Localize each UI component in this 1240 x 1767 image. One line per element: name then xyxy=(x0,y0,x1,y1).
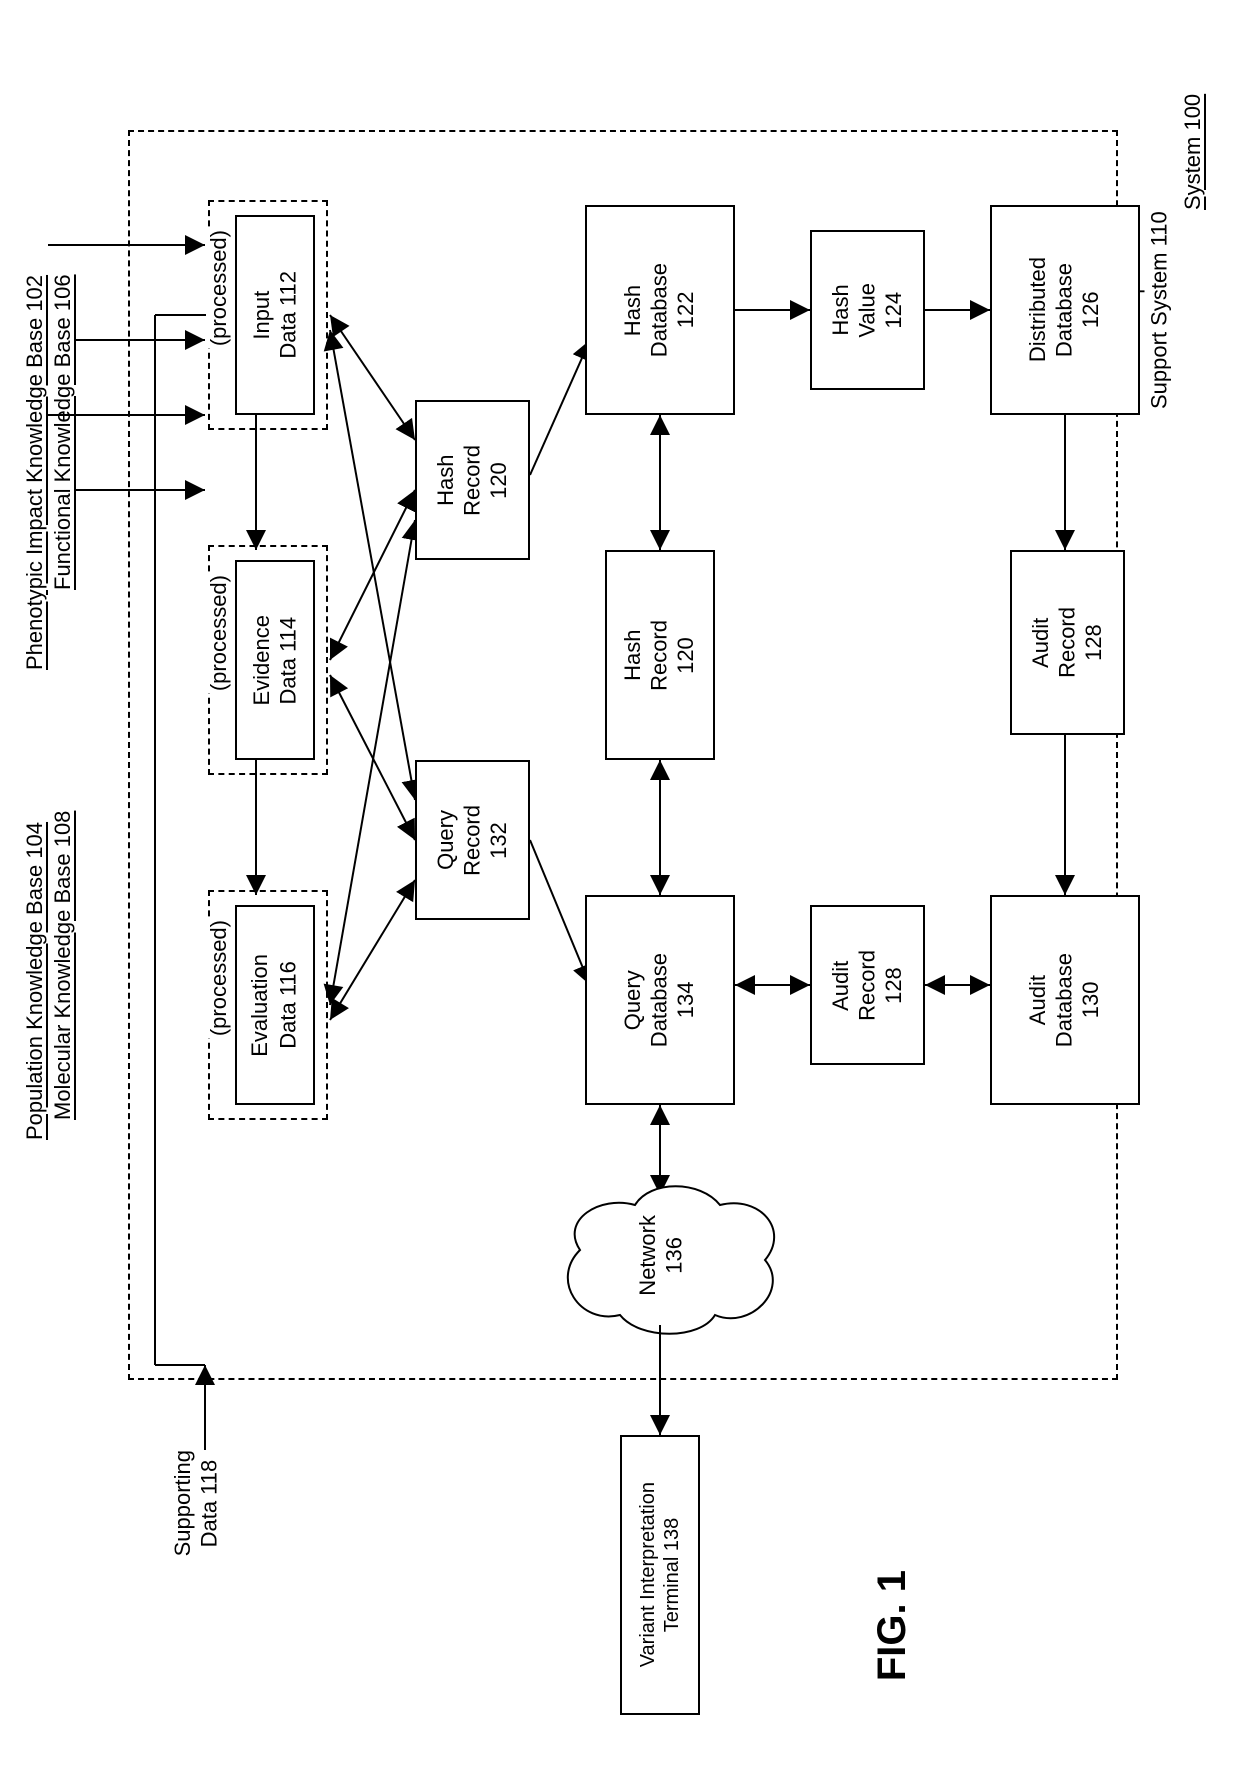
figure-label: FIG. 1 xyxy=(870,1570,915,1681)
label-population-kb: Population Knowledge Base 104 xyxy=(22,720,48,1140)
box-hash-value: Hash Value 124 xyxy=(810,230,925,390)
box-evaluation-data: Evaluation Data 116 xyxy=(235,905,315,1105)
box-query-record: Query Record 132 xyxy=(415,760,530,920)
processed-label-1: (processed) xyxy=(206,228,232,348)
label-supporting-data: Supporting Data 118 xyxy=(170,1450,223,1556)
label-network: Network 136 xyxy=(635,1215,688,1296)
label-system: System 100 xyxy=(1180,60,1206,210)
box-audit-record-b: Audit Record 128 xyxy=(810,905,925,1065)
box-distributed-db: Distributed Database 126 xyxy=(990,205,1140,415)
box-hash-record-a: Hash Record 120 xyxy=(415,400,530,560)
label-phenotypic-kb: Phenotypic Impact Knowledge Base 102 xyxy=(22,170,48,670)
box-audit-record-a: Audit Record 128 xyxy=(1010,550,1125,735)
label-functional-kb: Functional Knowledge Base 106 xyxy=(50,170,76,590)
box-query-database: Query Database 134 xyxy=(585,895,735,1105)
diagram-container: Phenotypic Impact Knowledge Base 102 Fun… xyxy=(20,20,1220,1747)
box-audit-database: Audit Database 130 xyxy=(990,895,1140,1105)
label-molecular-kb: Molecular Knowledge Base 108 xyxy=(50,720,76,1120)
box-hash-record-b: Hash Record 120 xyxy=(605,550,715,760)
box-evidence-data: Evidence Data 114 xyxy=(235,560,315,760)
box-input-data: Input Data 112 xyxy=(235,215,315,415)
box-terminal: Variant Interpretation Terminal 138 xyxy=(620,1435,700,1715)
box-hash-database: Hash Database 122 xyxy=(585,205,735,415)
processed-label-3: (processed) xyxy=(206,918,232,1038)
processed-label-2: (processed) xyxy=(206,573,232,693)
